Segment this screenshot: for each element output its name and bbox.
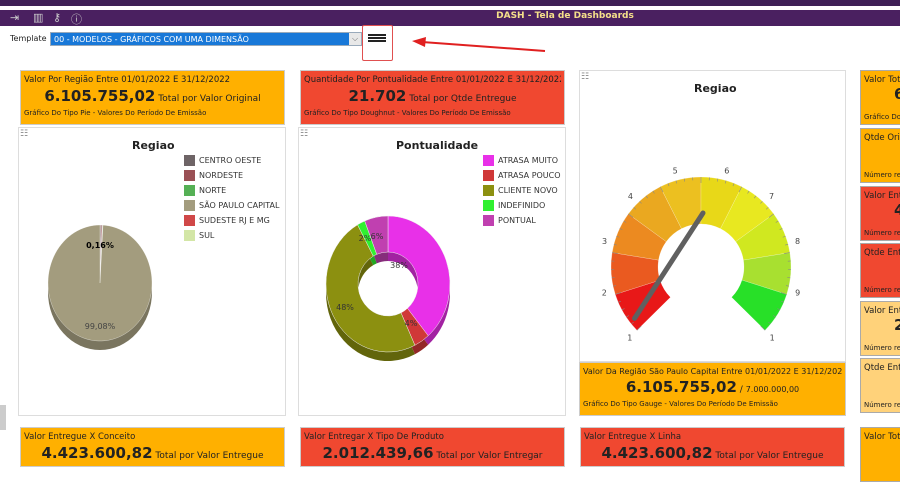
card-value-label: Total por Valor Entregar [436,451,542,461]
template-label: Template [10,34,47,43]
card-title: Valor Tot [864,432,900,442]
template-value: 00 - MODELOS - GRÁFICOS COM UMA DIMENSÃO [54,35,249,44]
card-subtitle: Gráfico Do Tipo Gauge - Valores Do Perío… [583,400,842,408]
card-title: Valor Entregar X Tipo De Produto [304,432,561,442]
card-subtitle: Número re [864,344,900,352]
card-value: 4.423.600,82 [601,444,712,462]
data-label: 99,08% [85,322,116,331]
card-title: Valor Tot [864,75,900,85]
window-top-bar [0,0,900,6]
chevron-down-icon[interactable]: ⌵ [349,33,361,45]
card-valor-por-regiao[interactable]: Valor Por Região Entre 01/01/2022 E 31/1… [20,70,285,125]
card-value: 2 [864,316,900,334]
card-value: 21.702 [348,87,406,105]
red-arrow-annotation [410,36,550,56]
data-label: 48% [336,303,354,312]
card-valor-entregue-conceito[interactable]: Valor Entregue X Conceito 4.423.600,82 T… [20,427,285,467]
gauge-tick-label: 1 [770,333,775,342]
card-value: 4 [864,201,900,219]
card-value: 2.012.439,66 [323,444,434,462]
gauge-tick-label: 4 [628,192,633,201]
gauge-tick-label: 9 [795,288,800,297]
gauge-tick-label: 3 [602,237,607,246]
right-card[interactable]: Qtde Orig Número re [860,128,900,183]
card-title: Qtde Ent [864,363,900,373]
card-subtitle: Número re [864,229,900,237]
data-label: 38% [390,261,408,270]
data-label: 6% [371,232,384,241]
card-title: Valor Por Região Entre 01/01/2022 E 31/1… [24,75,281,85]
card-title: Valor Ent [864,191,900,201]
card-title: Valor Ent [864,306,900,316]
menu-button[interactable] [362,25,393,61]
gauge-tick-label: 2 [602,288,607,297]
card-title: Qtde Orig [864,133,900,143]
gauge-tick-label: 5 [673,166,678,175]
window-title: DASH - Tela de Dashboards [0,11,900,21]
card-subtitle: Gráfico Do [864,113,900,121]
card-subtitle: Gráfico Do Tipo Pie - Valores Do Período… [24,109,281,117]
card-separator: / [740,385,743,395]
card-subtitle: Número re [864,286,900,294]
card-title: Valor Entregue X Conceito [24,432,281,442]
card-value-label: Total por Valor Entregue [155,451,263,461]
gauge-tick-label: 1 [627,333,632,342]
card-value-label: Total por Valor Original [158,94,260,104]
card-subtitle: Número re [864,401,900,409]
card-value: 4.423.600,82 [41,444,152,462]
card-value-label: Total por Qtde Entregue [409,94,516,104]
right-card[interactable]: Qtde Ent Número re [860,358,900,413]
card-valor-regiao-sp[interactable]: Valor Da Região São Paulo Capital Entre … [579,362,846,416]
card-target: 7.000.000,00 [746,385,799,394]
card-subtitle: Gráfico Do Tipo Doughnut - Valores Do Pe… [304,109,561,117]
card-value-label: Total por Valor Entregue [715,451,823,461]
toolbar: ⇥ ▥ ⚷ ⓘ DASH - Tela de Dashboards [0,10,900,26]
template-select[interactable]: 00 - MODELOS - GRÁFICOS COM UMA DIMENSÃO… [50,32,362,46]
data-label: 0,16% [86,241,114,250]
right-card[interactable]: Valor Ent4 Número re [860,186,900,241]
card-title: Valor Entregue X Linha [584,432,841,442]
card-value: 6.105.755,02 [44,87,155,105]
scrollbar[interactable] [0,405,6,430]
card-quantidade-por-pontualidade[interactable]: Quantidade Por Pontualidade Entre 01/01/… [300,70,565,125]
gauge-tick-label: 7 [769,192,774,201]
card-valor-entregue-linha[interactable]: Valor Entregue X Linha 4.423.600,82 Tota… [580,427,845,467]
card-title: Qtde Ent [864,248,900,258]
right-card[interactable]: Qtde Ent Número re [860,243,900,298]
right-card[interactable]: Valor Tot [860,427,900,482]
right-card[interactable]: Valor Tot6 Gráfico Do [860,70,900,125]
card-subtitle: Número re [864,171,900,179]
card-title: Quantidade Por Pontualidade Entre 01/01/… [304,75,561,85]
card-value: 6.105.755,02 [626,378,737,396]
card-title: Valor Da Região São Paulo Capital Entre … [583,367,842,376]
card-value: 6 [864,85,900,103]
card-valor-entregar-tipo-produto[interactable]: Valor Entregar X Tipo De Produto 2.012.4… [300,427,565,467]
gauge-tick-label: 6 [724,166,729,175]
data-label: 4% [405,319,418,328]
right-card[interactable]: Valor Ent2 Número re [860,301,900,356]
gauge-tick-label: 8 [795,237,800,246]
